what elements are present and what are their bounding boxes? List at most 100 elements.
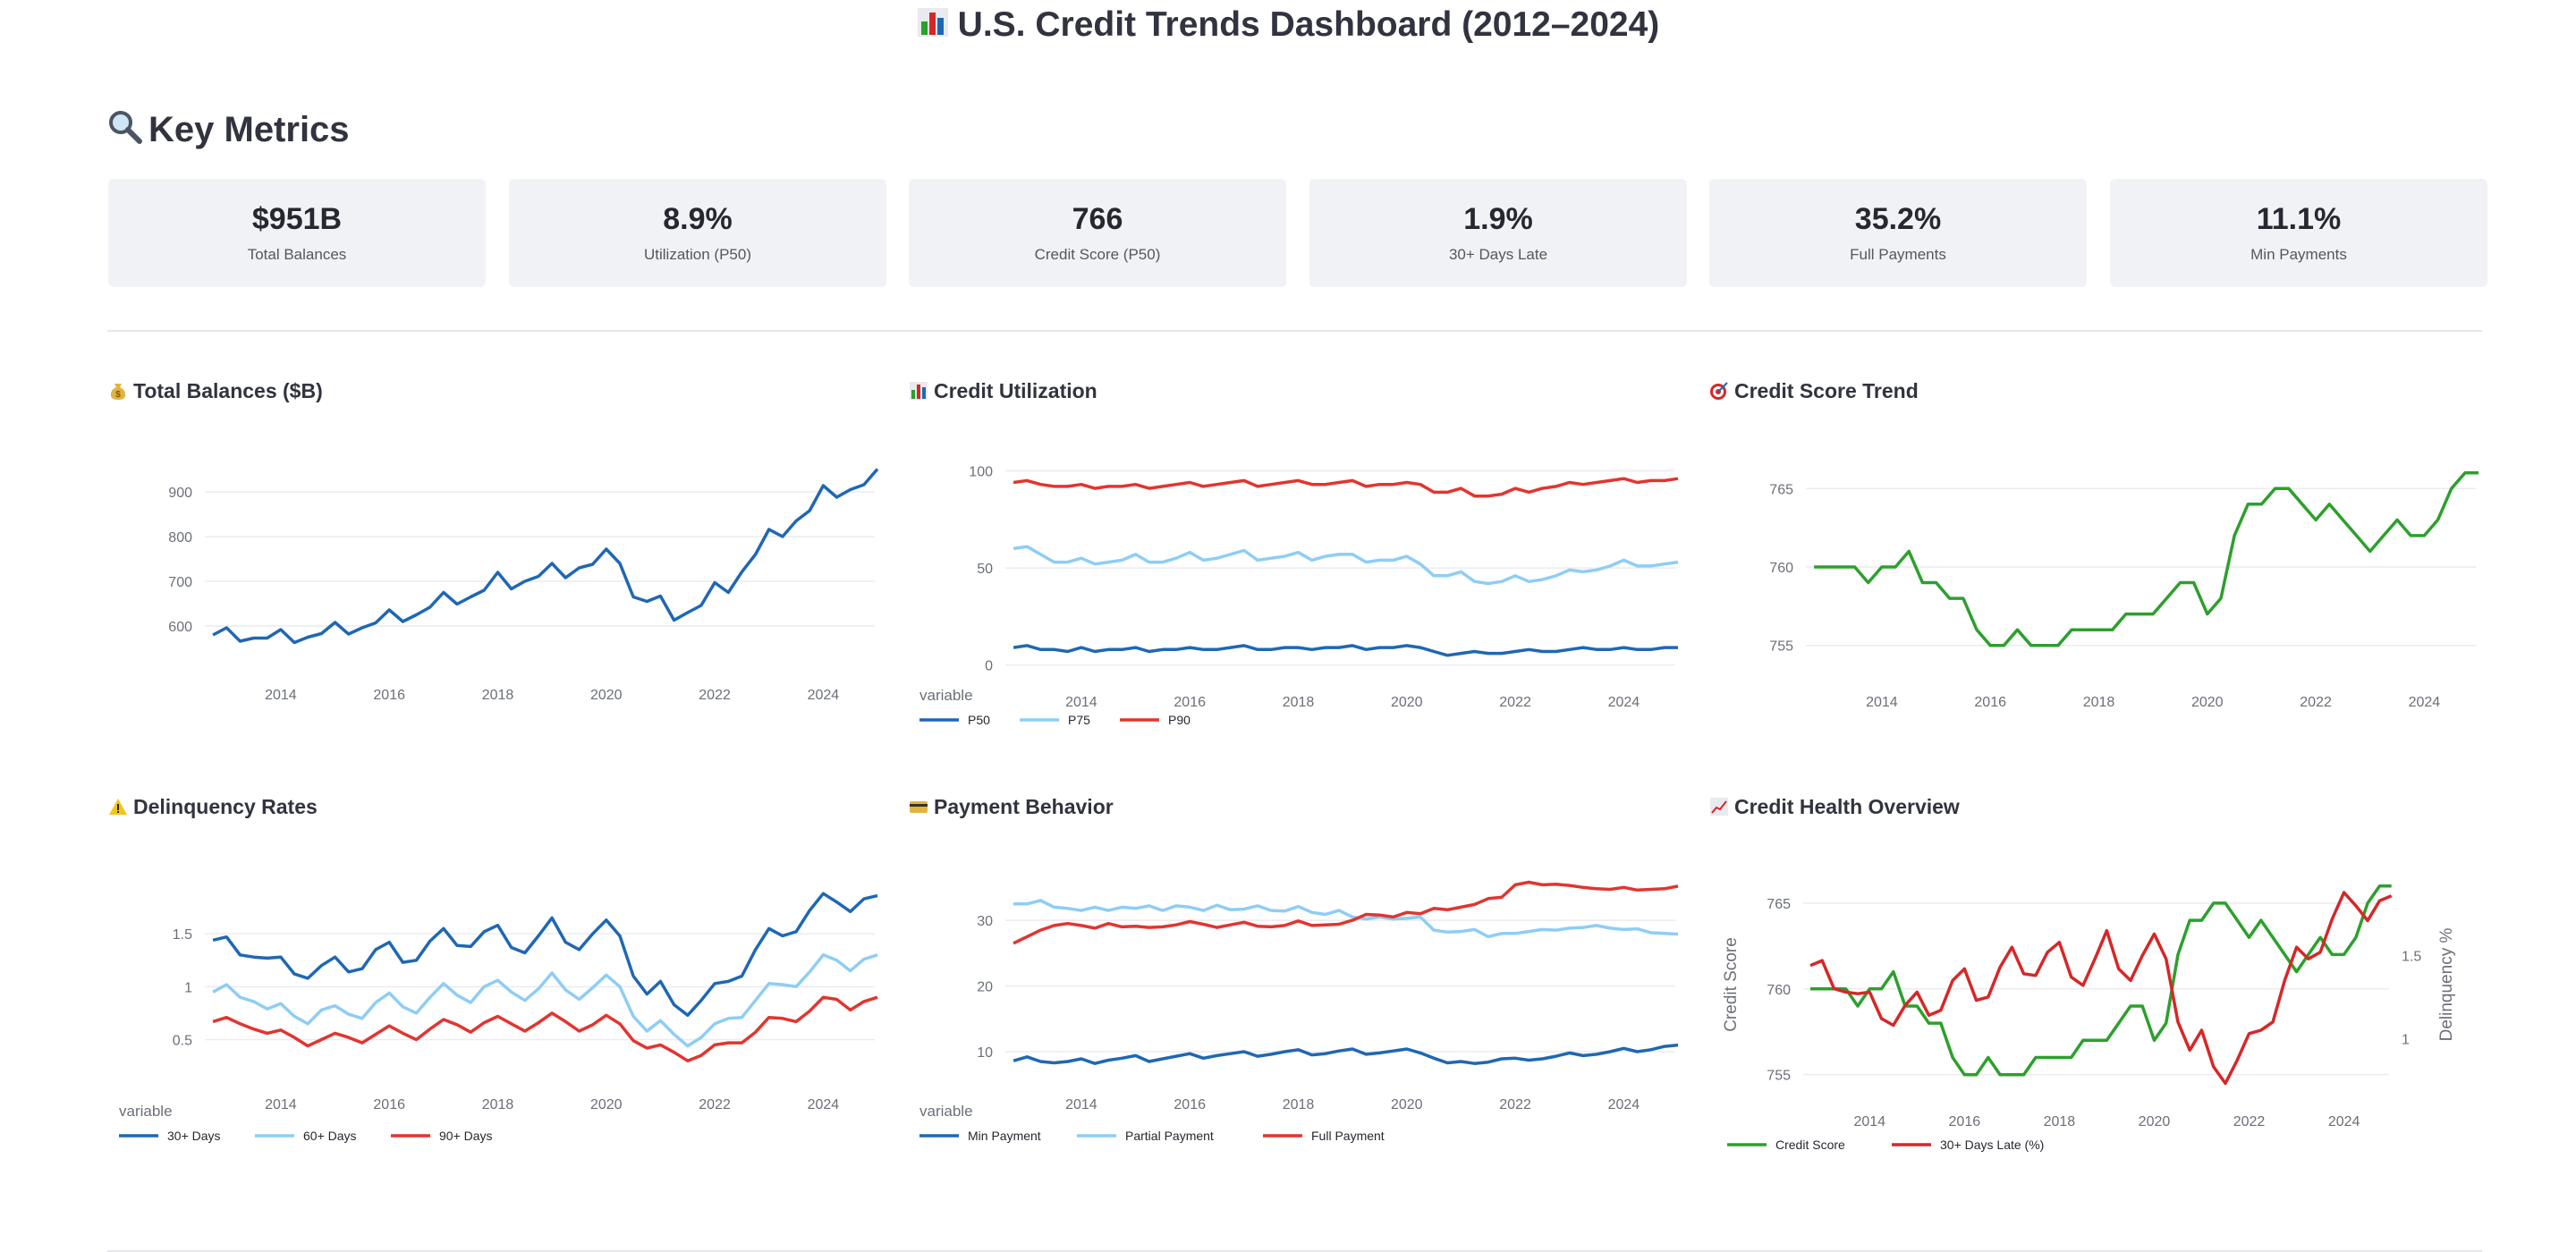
x-tick-label: 2014 (265, 1097, 297, 1112)
metric-30-days-late: 1.9% 30+ Days Late (1309, 179, 1687, 287)
metric-value: 766 (1072, 202, 1123, 236)
x-tick-label: 2024 (2328, 1114, 2360, 1129)
y-tick-label: 0.5 (173, 1034, 192, 1049)
metric-credit-score: 766 Credit Score (P50) (909, 179, 1286, 287)
warning-icon (108, 797, 128, 816)
x-tick-label: 2022 (699, 1097, 731, 1112)
legend-title: variable (919, 687, 973, 704)
x-tick-label: 2018 (2083, 695, 2115, 710)
series-line-1 (1013, 545, 1679, 586)
legend-label: P50 (968, 713, 990, 727)
series-line-0 (1810, 884, 2392, 1077)
y-tick-label: 30 (977, 914, 993, 929)
y2-tick-label: 1.5 (2402, 950, 2421, 965)
metric-label: 30+ Days Late (1448, 246, 1548, 263)
series-line-0 (1013, 1043, 1679, 1065)
metric-label: Full Payments (1850, 246, 1946, 263)
x-tick-label: 2024 (1608, 1097, 1640, 1112)
credit-card-icon (909, 797, 928, 816)
metric-value: 11.1% (2256, 202, 2342, 236)
x-tick-label: 2014 (1065, 695, 1097, 710)
metric-value: 1.9% (1463, 202, 1533, 236)
series-line-0 (212, 892, 878, 1018)
section-divider (107, 330, 2482, 332)
metric-full-payments: 35.2% Full Payments (1709, 179, 2087, 287)
legend-title: variable (119, 1103, 173, 1120)
key-metrics-heading: Key Metrics (107, 109, 350, 154)
y-tick-label: 50 (977, 562, 993, 577)
svg-text:$: $ (115, 390, 121, 400)
x-tick-label: 2018 (2044, 1114, 2076, 1129)
x-tick-label: 2014 (1866, 695, 1898, 710)
metric-label: Credit Score (P50) (1034, 246, 1161, 263)
series-line-0 (212, 468, 879, 645)
y-tick-label: 755 (1767, 1069, 1791, 1084)
x-tick-label: 2018 (1283, 695, 1315, 710)
metric-value: 35.2% (1854, 202, 1942, 236)
chart-title-payments: Payment Behavior (909, 795, 1114, 819)
x-tick-label: 2014 (1065, 1097, 1097, 1112)
legend-label: 30+ Days Late (%) (1940, 1138, 2044, 1152)
metric-label: Min Payments (2250, 246, 2347, 263)
credit-score-line-chart: 755 760 765 2014 2016 2018 2020 2022 2024 (1769, 471, 2479, 710)
x-tick-label: 2022 (2233, 1114, 2266, 1129)
chart-increasing-icon (1709, 797, 1729, 816)
x-tick-label: 2018 (482, 1097, 514, 1112)
chart-title-utilization: Credit Utilization (909, 379, 1097, 403)
x-tick-label: 2018 (1283, 1097, 1315, 1112)
balances-line-chart: 600 700 800 900 2014 2016 2018 2020 2022 2024 (168, 468, 879, 703)
legend-title: variable (919, 1103, 973, 1120)
money-bag-icon: $ (108, 381, 128, 401)
chart-title-health: Credit Health Overview (1709, 795, 1960, 819)
y-tick-label: 760 (1769, 561, 1793, 576)
series-line-1 (1013, 899, 1679, 939)
credit-health-dual-axis-chart: 755 760 765 2014 2016 2018 2020 2022 2024 1 1.5 Cre… (1722, 884, 2456, 1152)
utilization-line-chart: 0 50 100 2014 2016 2018 2020 2022 2024 variable P5… (919, 465, 1679, 727)
x-tick-label: 2024 (1608, 695, 1640, 710)
x-tick-label: 2016 (1974, 695, 2006, 710)
x-tick-label: 2016 (1174, 1097, 1206, 1112)
chart-title-balances: $ Total Balances ($B) (108, 379, 323, 403)
metric-value: 8.9% (663, 202, 733, 236)
y-tick-label: 765 (1767, 897, 1791, 912)
x-tick-label: 2020 (590, 688, 623, 703)
legend-label: Partial Payment (1125, 1129, 1214, 1143)
legend-label: Credit Score (1775, 1138, 1845, 1152)
x-tick-label: 2020 (590, 1097, 623, 1112)
y2-axis-label: Delinquency % (2437, 928, 2456, 1042)
series-line-2 (1013, 880, 1679, 945)
chart-title-delinquency: Delinquency Rates (108, 795, 318, 819)
legend-label: Full Payment (1311, 1129, 1385, 1143)
y-tick-label: 765 (1769, 482, 1793, 497)
series-line-0 (1013, 644, 1678, 657)
y-tick-label: 600 (168, 620, 192, 635)
y-tick-label: 100 (969, 465, 993, 480)
x-tick-label: 2016 (1949, 1114, 1981, 1129)
x-tick-label: 2018 (482, 688, 514, 703)
y-tick-label: 20 (977, 980, 993, 995)
legend-label: P90 (1168, 713, 1191, 727)
x-tick-label: 2020 (2139, 1114, 2171, 1129)
legend-label: P75 (1068, 713, 1090, 727)
x-tick-label: 2024 (808, 1097, 840, 1112)
x-tick-label: 2020 (1391, 1097, 1423, 1112)
y-tick-label: 1.5 (173, 927, 192, 943)
bar-chart-emoji-icon (917, 2, 949, 52)
y-axis-label: Credit Score (1722, 937, 1741, 1032)
legend-label: Min Payment (968, 1129, 1041, 1143)
series-line-2 (212, 995, 878, 1062)
x-tick-label: 2014 (1853, 1114, 1885, 1129)
x-tick-label: 2022 (699, 688, 731, 703)
metric-value: $951B (251, 202, 343, 236)
y-tick-label: 900 (168, 486, 192, 501)
y-tick-label: 755 (1769, 639, 1793, 655)
dart-target-icon (1709, 381, 1729, 401)
delinquency-line-chart: 0.5 1 1.5 2014 2016 2018 2020 2022 2024 variable 3… (119, 892, 878, 1143)
y-tick-label: 760 (1767, 983, 1791, 998)
series-line-1 (212, 953, 878, 1048)
x-tick-label: 2020 (2191, 695, 2224, 710)
metric-total-balances: $951B Total Balances (108, 179, 486, 287)
x-tick-label: 2014 (265, 688, 297, 703)
page-title: U.S. Credit Trends Dashboard (2012–2024) (0, 0, 2576, 52)
legend-label: 30+ Days (167, 1129, 221, 1143)
